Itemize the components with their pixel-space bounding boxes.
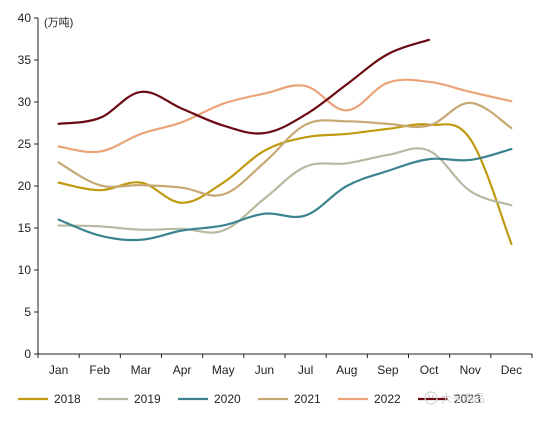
y-tick-label: 40 [18,11,32,25]
series-group [57,38,513,246]
legend-label: 2022 [374,392,401,406]
series-line-2018 [57,123,513,246]
legend-label: 2019 [134,392,161,406]
watermark-text: 大宗商品 [441,391,485,405]
x-tick-label: Oct [420,363,439,377]
x-tick-label: Jun [255,363,274,377]
y-tick-label: 0 [24,347,31,361]
series-line-2019 [57,147,513,234]
y-tick-label: 10 [18,263,32,277]
y-tick-label: 5 [24,305,31,319]
watermark-logo [424,391,438,405]
y-tick-label: 15 [18,221,32,235]
x-tick-label: Dec [501,363,522,377]
legend-label: 2020 [214,392,241,406]
legend-label: 2021 [294,392,321,406]
x-tick-label: Nov [460,363,481,377]
series-line-2022 [57,78,513,154]
y-unit-label: (万吨) [44,16,73,29]
y-tick-label: 30 [18,95,32,109]
x-tick-label: Feb [89,363,110,377]
x-tick-label: Sep [377,363,399,377]
x-tick-label: Jul [298,363,313,377]
x-tick-label: May [212,363,235,377]
x-tick-group: Jan Feb Mar Apr May Jun Jul Aug Sep Oct Nov Dec [37,354,533,377]
legend-label: 2023 [454,392,481,406]
y-tick-label: 25 [18,137,32,151]
series-line-2023 [57,38,431,135]
series-line-2021 [57,101,513,197]
y-tick-group: 0 5 10 15 20 25 30 35 40 [18,11,38,361]
legend-label: 2018 [54,392,81,406]
legend: 2018 2019 2020 2021 2022 2023 [18,392,481,406]
x-tick-label: Aug [336,363,357,377]
series-line-2020 [57,147,513,242]
y-tick-label: 20 [18,179,32,193]
x-tick-label: Apr [173,363,192,377]
y-tick-label: 35 [18,53,32,67]
x-tick-label: Mar [131,363,152,377]
x-tick-label: Jan [49,363,68,377]
